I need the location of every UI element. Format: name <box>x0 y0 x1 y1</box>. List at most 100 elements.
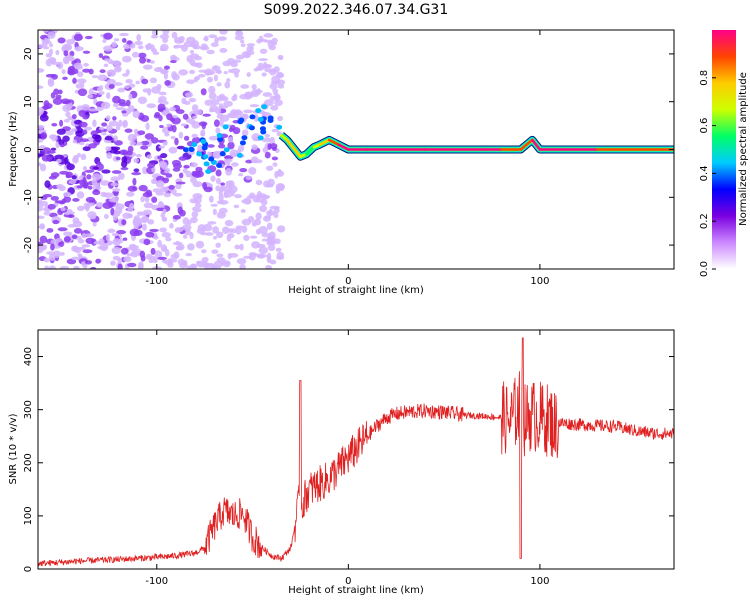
heatmap-cell <box>113 38 120 42</box>
heatmap-cell <box>182 224 192 231</box>
heatmap-cell <box>215 185 221 192</box>
heatmap-cell <box>248 125 255 131</box>
heatmap-cell <box>80 104 91 111</box>
heatmap-cell <box>220 182 226 186</box>
heatmap-cell <box>47 203 56 210</box>
heatmap-cell <box>150 34 159 39</box>
heatmap-cell <box>269 205 280 210</box>
heatmap-cell <box>271 156 278 161</box>
heatmap-cell <box>201 122 206 130</box>
heatmap-cell <box>177 258 186 266</box>
heatmap-cell <box>206 49 215 55</box>
heatmap-cell <box>145 122 150 131</box>
heatmap-cell <box>164 80 172 86</box>
heatmap-cell <box>157 256 168 260</box>
heatmap-cell <box>266 222 273 230</box>
heatmap-cell <box>131 51 140 58</box>
heatmap-cell <box>241 225 248 233</box>
heatmap-cell <box>202 113 211 117</box>
heatmap-cell <box>82 165 88 172</box>
heatmap-cell <box>82 50 91 54</box>
heatmap-cell <box>153 236 159 240</box>
heatmap-cell <box>215 127 221 135</box>
heatmap-cell <box>236 152 243 158</box>
heatmap-cell <box>254 159 263 164</box>
heatmap-cell <box>215 169 222 177</box>
heatmap-cell <box>164 132 170 137</box>
heatmap-cell <box>99 243 109 251</box>
heatmap-cell <box>46 228 54 233</box>
heatmap-cell <box>241 135 248 141</box>
heatmap-cell <box>267 115 274 121</box>
heatmap-cell <box>123 256 132 263</box>
heatmap-cell <box>175 181 186 185</box>
heatmap-cell <box>234 244 241 250</box>
heatmap-cell <box>249 235 258 239</box>
heatmap-cell <box>79 121 88 128</box>
heatmap-cell <box>258 58 268 62</box>
heatmap-cell <box>95 258 101 264</box>
heatmap-cell <box>202 181 208 190</box>
heatmap-cell <box>213 119 220 127</box>
spectrogram-y-ticks: -20 -10 0 10 20 <box>23 48 674 253</box>
heatmap-cell <box>164 248 170 257</box>
heatmap-cell <box>152 257 158 264</box>
heatmap-cell <box>264 151 271 159</box>
heatmap-cell <box>136 34 142 42</box>
heatmap-cell <box>160 153 168 159</box>
heatmap-cell <box>103 214 109 219</box>
heatmap-cell <box>263 180 271 188</box>
heatmap-cell <box>208 34 218 39</box>
heatmap-cell <box>112 238 121 246</box>
heatmap-cell <box>89 214 97 220</box>
heatmap-cell <box>249 114 256 120</box>
heatmap-cell <box>227 228 234 233</box>
heatmap-cell <box>264 68 273 73</box>
heatmap-cell <box>73 62 83 69</box>
heatmap-cell <box>56 158 62 164</box>
heatmap-cell <box>174 39 184 44</box>
heatmap-cell <box>77 88 88 97</box>
heatmap-cell <box>272 88 279 94</box>
heatmap-cell <box>201 256 209 263</box>
heatmap-cell <box>51 134 58 142</box>
heatmap-cell <box>100 101 111 110</box>
heatmap-cell <box>66 38 76 45</box>
heatmap-cell <box>217 136 224 142</box>
heatmap-cell <box>81 129 88 135</box>
heatmap-cell <box>54 154 64 160</box>
heatmap-cell <box>85 237 95 245</box>
heatmap-cell <box>134 40 143 46</box>
heatmap-cell <box>202 154 209 160</box>
heatmap-cell <box>226 78 231 83</box>
heatmap-cell <box>267 235 275 241</box>
heatmap-cell <box>59 265 70 269</box>
heatmap-cell <box>248 192 256 199</box>
heatmap-cell <box>56 183 64 190</box>
heatmap-cell <box>68 68 79 75</box>
snr-x-ticks: -100 0 100 <box>145 330 549 587</box>
heatmap-cell <box>135 153 142 158</box>
heatmap-cell <box>267 239 276 245</box>
heatmap-cell <box>115 156 121 161</box>
heatmap-cell <box>151 48 158 53</box>
heatmap-cell <box>159 34 170 40</box>
heatmap-cell <box>240 84 250 89</box>
heatmap-cell <box>190 162 198 168</box>
heatmap-cell <box>99 69 106 74</box>
heatmap-cell <box>140 195 145 203</box>
heatmap-cell <box>163 72 169 80</box>
heatmap-cell <box>159 227 168 233</box>
heatmap-cell <box>172 215 182 220</box>
heatmap-cell <box>197 73 206 78</box>
snr-y-tick-label: 200 <box>23 453 34 472</box>
heatmap-cell <box>196 151 203 157</box>
heatmap-cell <box>82 146 91 152</box>
heatmap-cell <box>191 40 199 48</box>
heatmap-cell <box>87 93 94 99</box>
heatmap-cell <box>121 55 132 63</box>
heatmap-cell <box>243 109 253 114</box>
heatmap-cell <box>141 223 147 231</box>
heatmap-cell <box>112 135 118 142</box>
